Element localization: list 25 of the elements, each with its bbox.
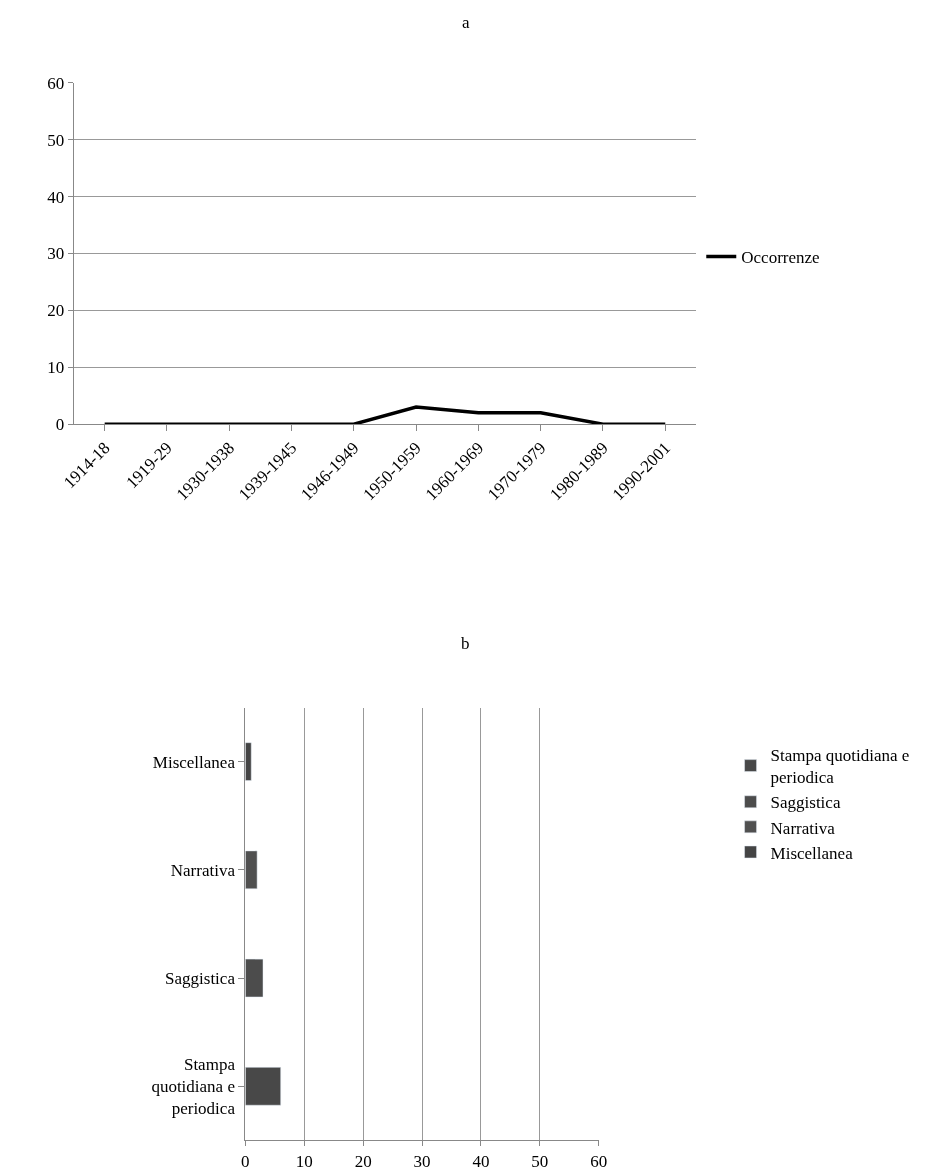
y-tick-label: Narrativa (170, 860, 236, 880)
x-tick-label: 50 (531, 1151, 549, 1171)
legend-label: Stampa quotidiana e periodica (770, 746, 910, 788)
y-tick-label: 30 (47, 244, 65, 264)
legend-label: Narrativa (770, 818, 836, 838)
y-tick-label: Miscellanea (152, 752, 236, 772)
chart-title: b (461, 634, 470, 653)
y-tick-label: Saggistica (165, 969, 236, 989)
x-tick-label: 60 (590, 1151, 608, 1171)
y-tick-label: 10 (47, 358, 65, 378)
y-tick-label: 40 (47, 187, 65, 207)
x-tick-label: 10 (295, 1151, 313, 1171)
legend-label: Occorrenze (741, 248, 820, 268)
legend-label: Miscellanea (770, 843, 854, 863)
x-tick-label: 20 (354, 1151, 372, 1171)
y-tick-label: Stampa quotidiana e periodica (151, 1055, 236, 1119)
x-tick-label: 40 (472, 1151, 490, 1171)
x-tick-label: 30 (413, 1151, 431, 1171)
legend-label: Saggistica (770, 793, 841, 813)
y-tick-label: 60 (47, 73, 65, 93)
y-tick-label: 20 (47, 301, 65, 321)
y-tick-label: 0 (55, 415, 65, 435)
chart-title: a (462, 13, 470, 32)
y-tick-label: 50 (47, 130, 65, 150)
x-tick-label: 0 (241, 1151, 250, 1171)
